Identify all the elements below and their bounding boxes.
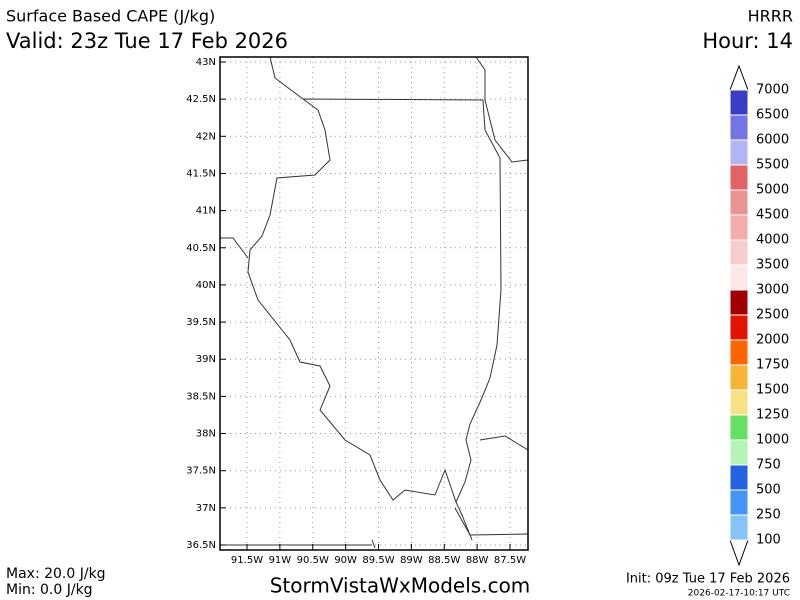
max-value: Max: 20.0 J/kg (6, 566, 106, 582)
colorbar-box (729, 89, 749, 116)
colorbar-box (729, 364, 749, 391)
colorbar-label: 250 (756, 508, 781, 523)
lat-label: 40N (196, 280, 216, 291)
lon-label: 91W (269, 555, 292, 566)
lat-label: 41N (196, 206, 216, 217)
lon-label: 90W (334, 555, 357, 566)
colorbar-label: 1000 (756, 433, 789, 448)
lon-label: 89.5W (362, 555, 394, 566)
lat-label: 37.5N (186, 466, 216, 477)
timestamp: 2026-02-17-10:17 UTC (688, 589, 790, 599)
lon-label: 88.5W (428, 555, 460, 566)
lat-label: 41.5N (186, 168, 216, 179)
colorbar-label: 3500 (756, 258, 789, 273)
lat-label: 39N (196, 354, 216, 365)
map-frame (219, 56, 529, 551)
colorbar-label: 1750 (756, 358, 789, 373)
lon-label: 88W (466, 555, 489, 566)
colorbar-box (729, 389, 749, 416)
colorbar-box (729, 439, 749, 466)
lat-label: 42N (196, 131, 216, 142)
colorbar-box (729, 264, 749, 291)
min-value: Min: 0.0 J/kg (6, 582, 93, 598)
colorbar-label: 100 (756, 533, 781, 548)
lon-label: 91.5W (231, 555, 263, 566)
colorbar-box (729, 139, 749, 166)
init-time: Init: 09z Tue 17 Feb 2026 (626, 572, 790, 587)
axis-labels: 43N 42.5N 42N 41.5N 41N 40.5N 40N 39.5N 39N 38.5N… (186, 57, 526, 566)
lat-label: 40.5N (186, 243, 216, 254)
lat-label: 42.5N (186, 94, 216, 105)
lake-michigan-shore (475, 56, 529, 163)
illinois-outline (247, 98, 502, 541)
lat-label: 38.5N (186, 391, 216, 402)
valid-time: Valid: 23z Tue 17 Feb 2026 (6, 29, 288, 53)
lat-label: 37N (196, 503, 216, 514)
site-name: StormVistaWxModels.com (270, 574, 531, 598)
colorbar-label: 2000 (756, 333, 789, 348)
colorbar-box (729, 514, 749, 541)
colorbar-box (729, 114, 749, 141)
colorbar-label: 750 (756, 458, 781, 473)
colorbar-label: 500 (756, 483, 781, 498)
boundaries (220, 56, 529, 549)
colorbar-box (729, 239, 749, 266)
colorbar-box (729, 464, 749, 491)
colorbar-label: 6000 (756, 133, 789, 148)
colorbar-label: 5500 (756, 158, 789, 173)
colorbar-label: 5000 (756, 183, 789, 198)
grid (220, 57, 528, 550)
lat-label: 38N (196, 429, 216, 440)
lat-label: 39.5N (186, 317, 216, 328)
lon-label: 89W (400, 555, 423, 566)
colorbar-label: 6500 (756, 108, 789, 123)
colorbar-label: 4000 (756, 233, 789, 248)
title: Surface Based CAPE (J/kg) (6, 7, 215, 26)
colorbar-box (729, 189, 749, 216)
colorbar-label: 4500 (756, 208, 789, 223)
colorbar-box (729, 339, 749, 366)
southern-border (220, 435, 529, 546)
colorbar-box (729, 289, 749, 316)
colorbar-label: 1250 (756, 408, 789, 423)
lon-label: 87.5W (494, 555, 526, 566)
colorbar-box (729, 314, 749, 341)
lat-label: 36.5N (186, 540, 216, 551)
colorbar-label: 2500 (756, 308, 789, 323)
colorbar-box (729, 414, 749, 441)
lat-label: 43N (196, 57, 216, 68)
colorbar: 7000 6500 6000 5500 5000 4500 4000 3500 3000 2500… (729, 64, 789, 567)
colorbar-box (729, 214, 749, 241)
colorbar-box (729, 164, 749, 191)
colorbar-box (729, 489, 749, 516)
colorbar-label: 7000 (756, 83, 789, 98)
forecast-hour: Hour: 14 (702, 29, 793, 53)
lon-label: 90.5W (297, 555, 329, 566)
colorbar-label: 1500 (756, 383, 789, 398)
mississippi-river (220, 56, 376, 549)
colorbar-label: 3000 (756, 283, 789, 298)
model: HRRR (748, 7, 793, 26)
